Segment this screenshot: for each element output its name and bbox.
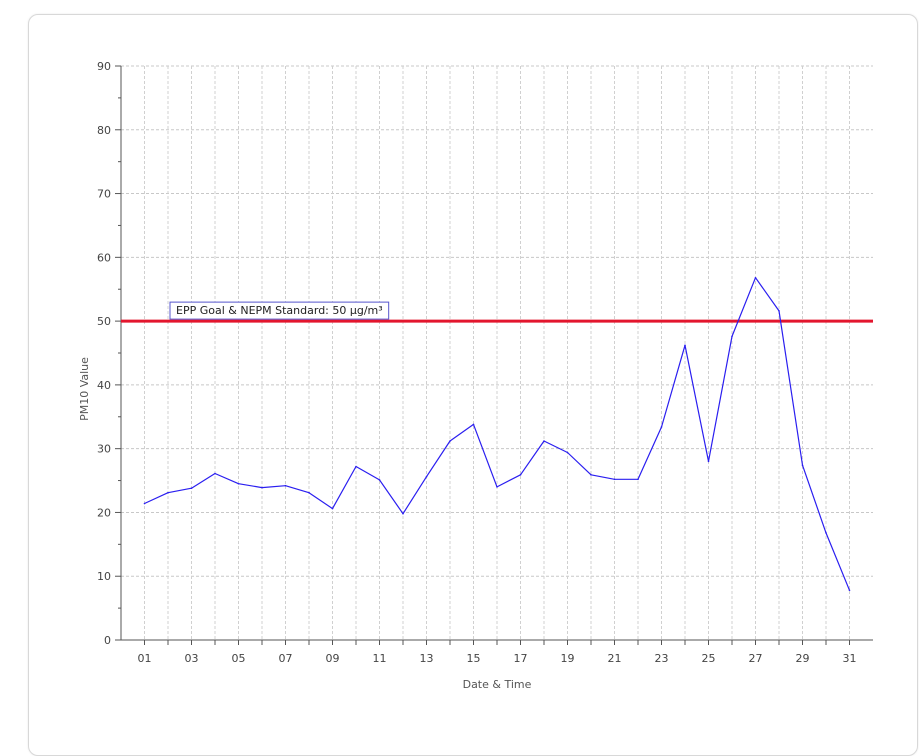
data-point xyxy=(660,426,663,428)
y-tick-label: 70 xyxy=(97,188,111,201)
series-group xyxy=(143,276,851,592)
y-tick-label: 20 xyxy=(97,506,111,519)
data-point xyxy=(190,487,193,490)
x-tick-label: 13 xyxy=(420,652,434,665)
reference-label: EPP Goal & NEPM Standard: 50 μg/m³ xyxy=(176,304,383,317)
x-axis-title: Date & Time xyxy=(463,678,532,691)
data-point xyxy=(308,491,310,494)
data-point xyxy=(825,532,827,534)
x-tick-label: 03 xyxy=(185,652,199,665)
x-tick-label: 01 xyxy=(138,652,152,665)
data-point xyxy=(261,486,263,489)
x-tick-label: 05 xyxy=(232,652,246,665)
y-tick-label: 60 xyxy=(97,251,111,264)
data-point xyxy=(519,474,522,476)
y-tick-label: 50 xyxy=(97,315,111,328)
x-tick-label: 19 xyxy=(561,652,575,665)
data-point xyxy=(637,478,639,481)
y-axis-title: PM10 Value xyxy=(78,357,91,421)
data-point xyxy=(472,423,475,426)
x-tick-label: 09 xyxy=(326,652,340,665)
data-point xyxy=(378,479,381,481)
data-point xyxy=(613,478,616,481)
data-point xyxy=(754,276,757,279)
data-point xyxy=(237,482,240,485)
x-tick-label: 31 xyxy=(843,652,857,665)
data-point xyxy=(590,474,592,476)
data-point xyxy=(566,451,569,454)
reference-annotation: EPP Goal & NEPM Standard: 50 μg/m³ xyxy=(169,301,390,320)
data-point xyxy=(425,475,428,478)
data-point xyxy=(543,440,545,442)
grid xyxy=(121,65,873,640)
data-point xyxy=(684,344,686,347)
data-point xyxy=(331,507,334,510)
x-tick-label: 25 xyxy=(702,652,716,665)
x-tick-label: 23 xyxy=(655,652,669,665)
data-point xyxy=(707,460,710,463)
data-point xyxy=(402,512,404,515)
data-point xyxy=(731,335,733,338)
data-point xyxy=(848,589,851,592)
data-point xyxy=(355,465,357,468)
x-tick-label: 27 xyxy=(749,652,763,665)
y-tick-label: 80 xyxy=(97,124,111,137)
data-point xyxy=(167,491,169,494)
labels-group: Date & Time PM10 Value xyxy=(78,357,532,691)
x-tick-label: 17 xyxy=(514,652,528,665)
data-point xyxy=(214,472,216,475)
data-point xyxy=(143,502,146,505)
data-point xyxy=(284,484,287,487)
y-tick-label: 30 xyxy=(97,443,111,456)
y-tick-label: 0 xyxy=(104,634,111,647)
y-tick-label: 90 xyxy=(97,60,111,73)
x-tick-label: 11 xyxy=(373,652,387,665)
y-tick-label: 10 xyxy=(97,570,111,583)
x-tick-label: 29 xyxy=(796,652,810,665)
y-tick-label: 40 xyxy=(97,379,111,392)
reference-label-box xyxy=(169,301,390,320)
data-point xyxy=(801,464,804,467)
axes: 0 10 20 30 40 50 60 70 80 90 01 03 05 07 09 11 13 15 17 19 2… xyxy=(97,60,873,665)
data-point xyxy=(496,486,498,488)
data-point xyxy=(449,440,451,442)
x-tick-label: 07 xyxy=(279,652,293,665)
data-point xyxy=(778,310,780,312)
x-tick-label: 21 xyxy=(608,652,622,665)
x-tick-label: 15 xyxy=(467,652,481,665)
pm10-line-chart: 0 10 20 30 40 50 60 70 80 90 01 03 05 07 09 11 13 15 17 19 2… xyxy=(78,60,873,691)
